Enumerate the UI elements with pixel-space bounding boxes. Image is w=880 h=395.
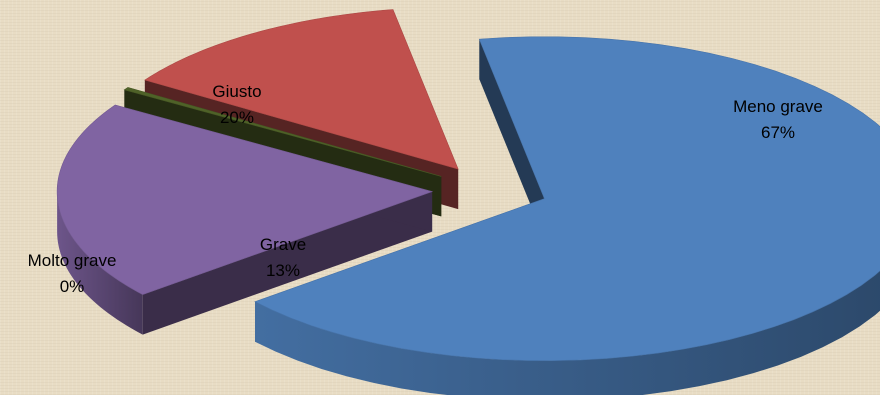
slice-meno-grave-top [254,36,880,361]
label-grave-name: Grave [259,235,307,254]
slice-meno-grave-rim [255,270,880,395]
slice-giusto-wall-start [142,191,433,335]
slice-giusto-rim [57,191,143,335]
slice-meno-grave-wall-start [479,39,545,239]
label-meno-grave-percent: 67% [760,123,796,142]
label-molto-grave: Molto grave 0% [28,248,117,300]
label-molto-grave-percent: 0% [59,277,85,296]
label-giusto-name: Giusto [212,82,262,101]
label-giusto-percent: 20% [219,108,255,127]
label-molto-grave-name: Molto grave [27,251,117,270]
slice-meno-grave [254,36,880,395]
label-grave-percent: 13% [265,261,301,280]
slice-grave-top [144,9,459,170]
slice-giusto [56,104,434,335]
slice-molto-grave-top [123,87,442,177]
label-giusto: Giusto 20% [212,79,261,131]
label-grave: Grave 13% [260,232,306,284]
label-meno-grave-name: Meno grave [733,97,823,116]
label-meno-grave: Meno grave 67% [733,94,823,146]
slice-giusto-top [56,104,434,295]
